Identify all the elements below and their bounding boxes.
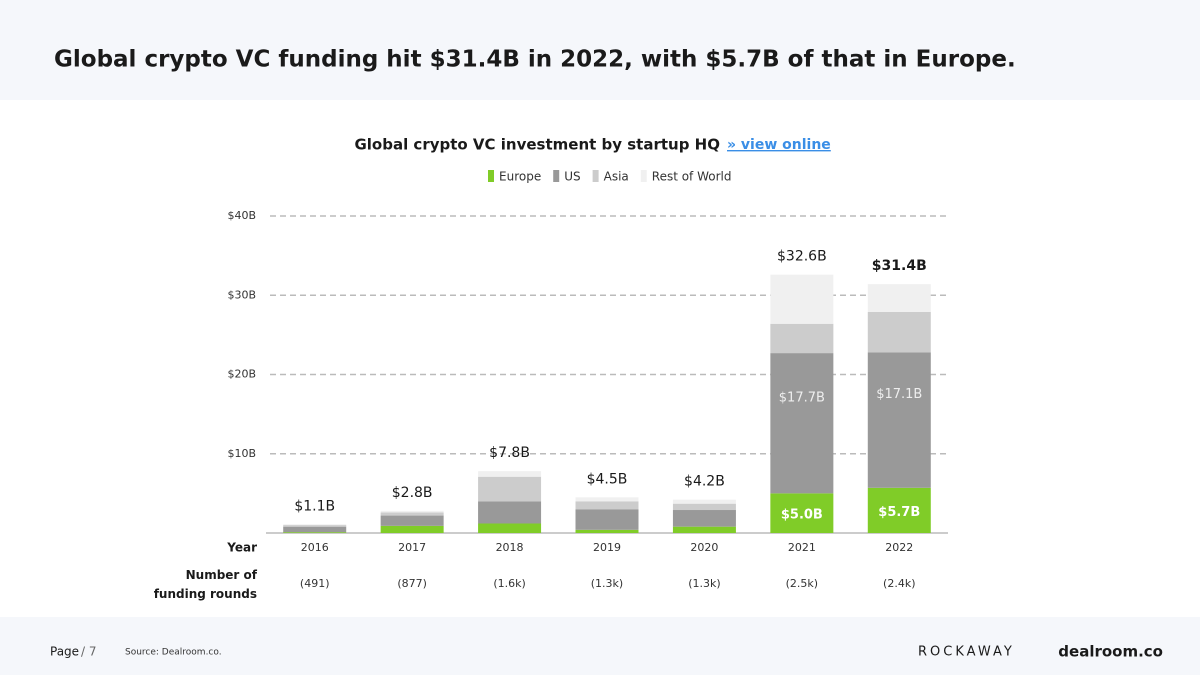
legend-label: US (564, 170, 580, 184)
bar-segment (867, 284, 931, 312)
x-tick-label: 2021 (788, 541, 816, 554)
x-tick-label: 2018 (496, 541, 524, 554)
y-tick-label: $10B (227, 447, 256, 460)
bar-segment (672, 510, 736, 527)
bar-segment (770, 493, 834, 533)
total-label: $1.1B (294, 498, 335, 514)
bar-segment (380, 510, 444, 513)
segment-label: $17.1B (876, 387, 922, 402)
brand-dealroom: dealroom.co (1058, 643, 1163, 661)
footer-band (0, 617, 1200, 675)
segment-label: $5.7B (878, 505, 920, 520)
bar-segment (867, 352, 931, 488)
rounds-value: (1.3k) (688, 577, 720, 590)
bar-segment (672, 503, 736, 511)
x-axis-label: Year (226, 541, 257, 555)
bar-segment (283, 526, 347, 533)
bar-segment (770, 274, 834, 324)
bar-segment (283, 524, 347, 526)
bar-segment (380, 512, 444, 516)
bar-segment (478, 476, 542, 502)
bar-segment (672, 499, 736, 504)
bar-segment (575, 501, 639, 510)
x-tick-label: 2022 (885, 541, 913, 554)
total-label: $2.8B (392, 485, 433, 501)
source: Source: Dealroom.co. (125, 648, 222, 658)
y-tick-label: $40B (227, 209, 256, 222)
segment-label: $5.0B (781, 508, 823, 523)
total-label: $32.6B (777, 249, 827, 265)
bar-segment (380, 525, 444, 533)
rounds-value: (877) (397, 577, 427, 590)
total-label: $4.2B (684, 474, 725, 490)
bar-segment (575, 509, 639, 530)
legend-swatch (640, 170, 647, 182)
rounds-value: (1.6k) (493, 577, 525, 590)
legend-swatch (592, 170, 599, 182)
bar-segment (283, 525, 347, 527)
page-label: Page (50, 645, 79, 659)
bar-segment (380, 515, 444, 526)
x-tick-label: 2020 (690, 541, 718, 554)
bar-segment (770, 323, 834, 354)
rounds-value: (1.3k) (591, 577, 623, 590)
brand-rockaway: ROCKAWAY (918, 645, 1015, 660)
legend-swatch (553, 170, 560, 182)
bar-segment (575, 529, 639, 533)
bar-segment (672, 526, 736, 533)
chart-title: Global crypto VC investment by startup H… (354, 136, 720, 154)
bar-segment (867, 311, 931, 353)
legend-label: Asia (604, 170, 629, 184)
x-tick-label: 2017 (398, 541, 426, 554)
bar-segment (867, 487, 931, 533)
bar-segment (283, 532, 347, 533)
y-tick-label: $30B (227, 288, 256, 301)
bar-segment (770, 353, 834, 494)
rounds-value: (2.4k) (883, 577, 915, 590)
slide-title: Global crypto VC funding hit $31.4B in 2… (54, 47, 1016, 73)
bar-segment (478, 501, 542, 524)
x-tick-label: 2019 (593, 541, 621, 554)
segment-label: $17.7B (779, 390, 825, 405)
total-label: $31.4B (872, 258, 927, 274)
rounds-value: (2.5k) (786, 577, 818, 590)
total-label: $7.8B (489, 445, 530, 461)
legend-label: Europe (499, 170, 541, 184)
bar-segment (478, 523, 542, 533)
y-tick-label: $20B (227, 368, 256, 381)
header-band (0, 0, 1200, 100)
rounds-label: Number of funding rounds (154, 568, 258, 601)
bar-segment (575, 497, 639, 502)
legend-swatch (488, 170, 494, 182)
view-online-link[interactable]: » view online (727, 137, 831, 153)
total-label: $4.5B (587, 471, 628, 487)
x-tick-label: 2016 (301, 541, 329, 554)
rounds-value: (491) (300, 577, 330, 590)
bar-segment (478, 471, 542, 477)
legend-label: Rest of World (652, 170, 732, 184)
page-number: / 7 (81, 645, 97, 659)
